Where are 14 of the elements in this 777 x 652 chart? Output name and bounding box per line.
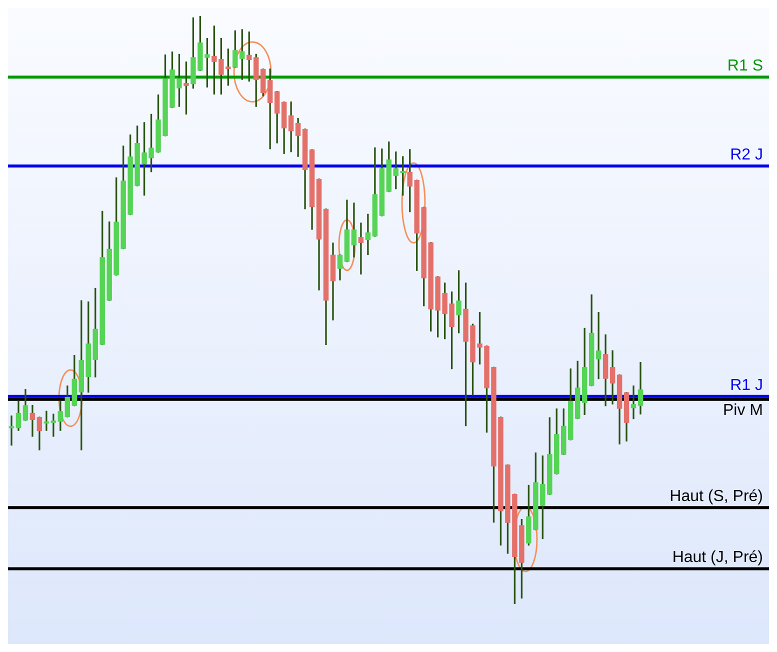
candlestick <box>8 416 14 446</box>
candlestick <box>358 222 364 274</box>
ref-line-label: R1 J <box>730 376 763 394</box>
ref-line-label: R1 S <box>727 58 763 75</box>
ref-line-label: R2 J <box>730 146 763 164</box>
candlestick <box>50 414 56 437</box>
candlestick <box>365 214 371 256</box>
candlestick <box>44 410 50 431</box>
candlestick <box>30 404 36 437</box>
candlestick <box>630 386 636 420</box>
ref-line-label: Haut (S, Pré) <box>670 488 763 505</box>
candlestick <box>596 312 602 380</box>
ref-line-label: Piv M <box>723 402 763 419</box>
ref-line-label: Haut (J, Pré) <box>672 549 763 566</box>
